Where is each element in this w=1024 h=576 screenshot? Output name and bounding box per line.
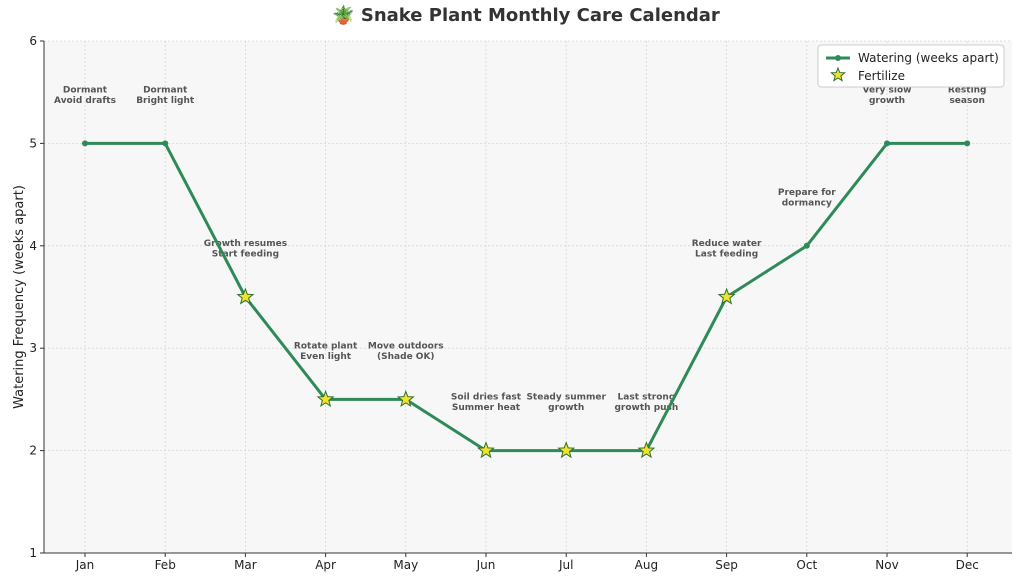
care-note-line: growth xyxy=(548,403,584,413)
x-tick-label: Aug xyxy=(635,558,658,572)
care-note: Last strong growth push xyxy=(614,393,678,414)
axes: 1 2 3 4 5 6 Jan Feb Mar Apr May Jun Jul Aug Sep Oct Nov D… xyxy=(29,34,1012,572)
x-tick-label: Nov xyxy=(875,558,898,572)
care-note-line: growth push xyxy=(614,403,678,413)
care-note-line: Last strong xyxy=(618,393,676,403)
y-tick-label: 2 xyxy=(29,444,37,458)
x-tick-label: Dec xyxy=(956,558,979,572)
care-note-line: season xyxy=(949,96,984,106)
x-tick-label: Feb xyxy=(155,558,176,572)
y-tick-label: 3 xyxy=(29,341,37,355)
care-note-line: Last feeding xyxy=(695,250,758,260)
care-note-line: (Shade OK) xyxy=(377,352,435,362)
care-note: Steady summer growth xyxy=(526,393,606,414)
y-tick-label: 4 xyxy=(29,239,37,253)
x-tick-label: Apr xyxy=(315,558,336,572)
legend-label-fertilize: Fertilize xyxy=(858,69,905,83)
care-note-line: Start feeding xyxy=(212,250,279,260)
x-tick-label: Jul xyxy=(558,558,573,572)
x-tick-label: Mar xyxy=(234,558,257,572)
plot-area xyxy=(44,41,1012,553)
watering-point xyxy=(82,140,88,147)
watering-point xyxy=(884,140,890,147)
care-note-line: growth xyxy=(869,96,905,106)
care-note-line: Avoid drafts xyxy=(54,96,116,106)
care-note: Dormant Avoid drafts xyxy=(54,85,116,106)
fertilize-star-marker xyxy=(717,287,736,305)
fertilize-star-marker xyxy=(236,287,255,305)
care-note-line: Soil dries fast xyxy=(451,393,522,403)
y-tick-label: 6 xyxy=(29,34,37,48)
watering-series-line xyxy=(85,141,968,453)
x-tick-label: May xyxy=(393,558,418,572)
x-tick-label: Jan xyxy=(75,558,95,572)
fertilize-star-marker xyxy=(557,441,576,459)
legend-label-watering: Watering (weeks apart) xyxy=(858,51,999,65)
legend: Watering (weeks apart) Fertilize xyxy=(817,44,1005,88)
care-note-line: Rotate plant xyxy=(294,341,358,351)
care-note-line: Move outdoors xyxy=(368,341,444,351)
care-note-line: dormancy xyxy=(782,198,832,208)
care-note-line: Very slow xyxy=(863,85,912,95)
care-note: Reduce water Last feeding xyxy=(692,239,762,260)
care-note: Rotate plant Even light xyxy=(294,341,358,362)
care-note-line: Summer heat xyxy=(452,403,521,413)
care-note-line: Steady summer xyxy=(526,393,606,403)
chart-title: 🪴 Snake Plant Monthly Care Calendar xyxy=(332,4,720,26)
watering-point xyxy=(803,242,810,249)
care-note: Move outdoors (Shade OK) xyxy=(368,341,444,362)
care-note-line: Bright light xyxy=(136,96,195,106)
care-note-line: Dormant xyxy=(143,85,188,95)
fertilize-star-marker xyxy=(477,441,495,459)
watering-point xyxy=(162,140,169,147)
care-note: Soil dries fast Summer heat xyxy=(451,393,522,414)
care-note-line: Even light xyxy=(300,352,352,362)
legend-point-swatch xyxy=(835,55,841,61)
care-note-line: Dormant xyxy=(63,85,108,95)
care-note: Growth resumes Start feeding xyxy=(204,239,287,260)
x-tick-label: Sep xyxy=(715,558,738,572)
y-axis-label: Watering Frequency (weeks apart) xyxy=(12,185,27,409)
legend-box xyxy=(817,44,1005,88)
fertilize-star-marker xyxy=(637,441,656,459)
care-note: Very slow growth xyxy=(863,85,912,106)
care-note-line: Resting xyxy=(948,85,987,95)
care-note: Resting season xyxy=(948,85,987,106)
legend-star-icon xyxy=(830,66,846,82)
y-tick-label: 1 xyxy=(29,546,37,560)
fertilize-star-marker xyxy=(316,389,335,408)
care-note: Dormant Bright light xyxy=(136,85,195,106)
y-tick-label: 5 xyxy=(29,136,37,150)
watering-point xyxy=(964,140,971,147)
x-tick-label: Oct xyxy=(796,558,817,572)
x-tick-label: Jun xyxy=(476,558,496,572)
care-note: Prepare for dormancy xyxy=(778,188,836,209)
care-note-line: Prepare for xyxy=(778,188,836,198)
series xyxy=(82,140,971,459)
care-note-line: Reduce water xyxy=(692,239,762,249)
care-note-line: Growth resumes xyxy=(204,239,287,249)
fertilize-star-marker xyxy=(396,389,415,408)
